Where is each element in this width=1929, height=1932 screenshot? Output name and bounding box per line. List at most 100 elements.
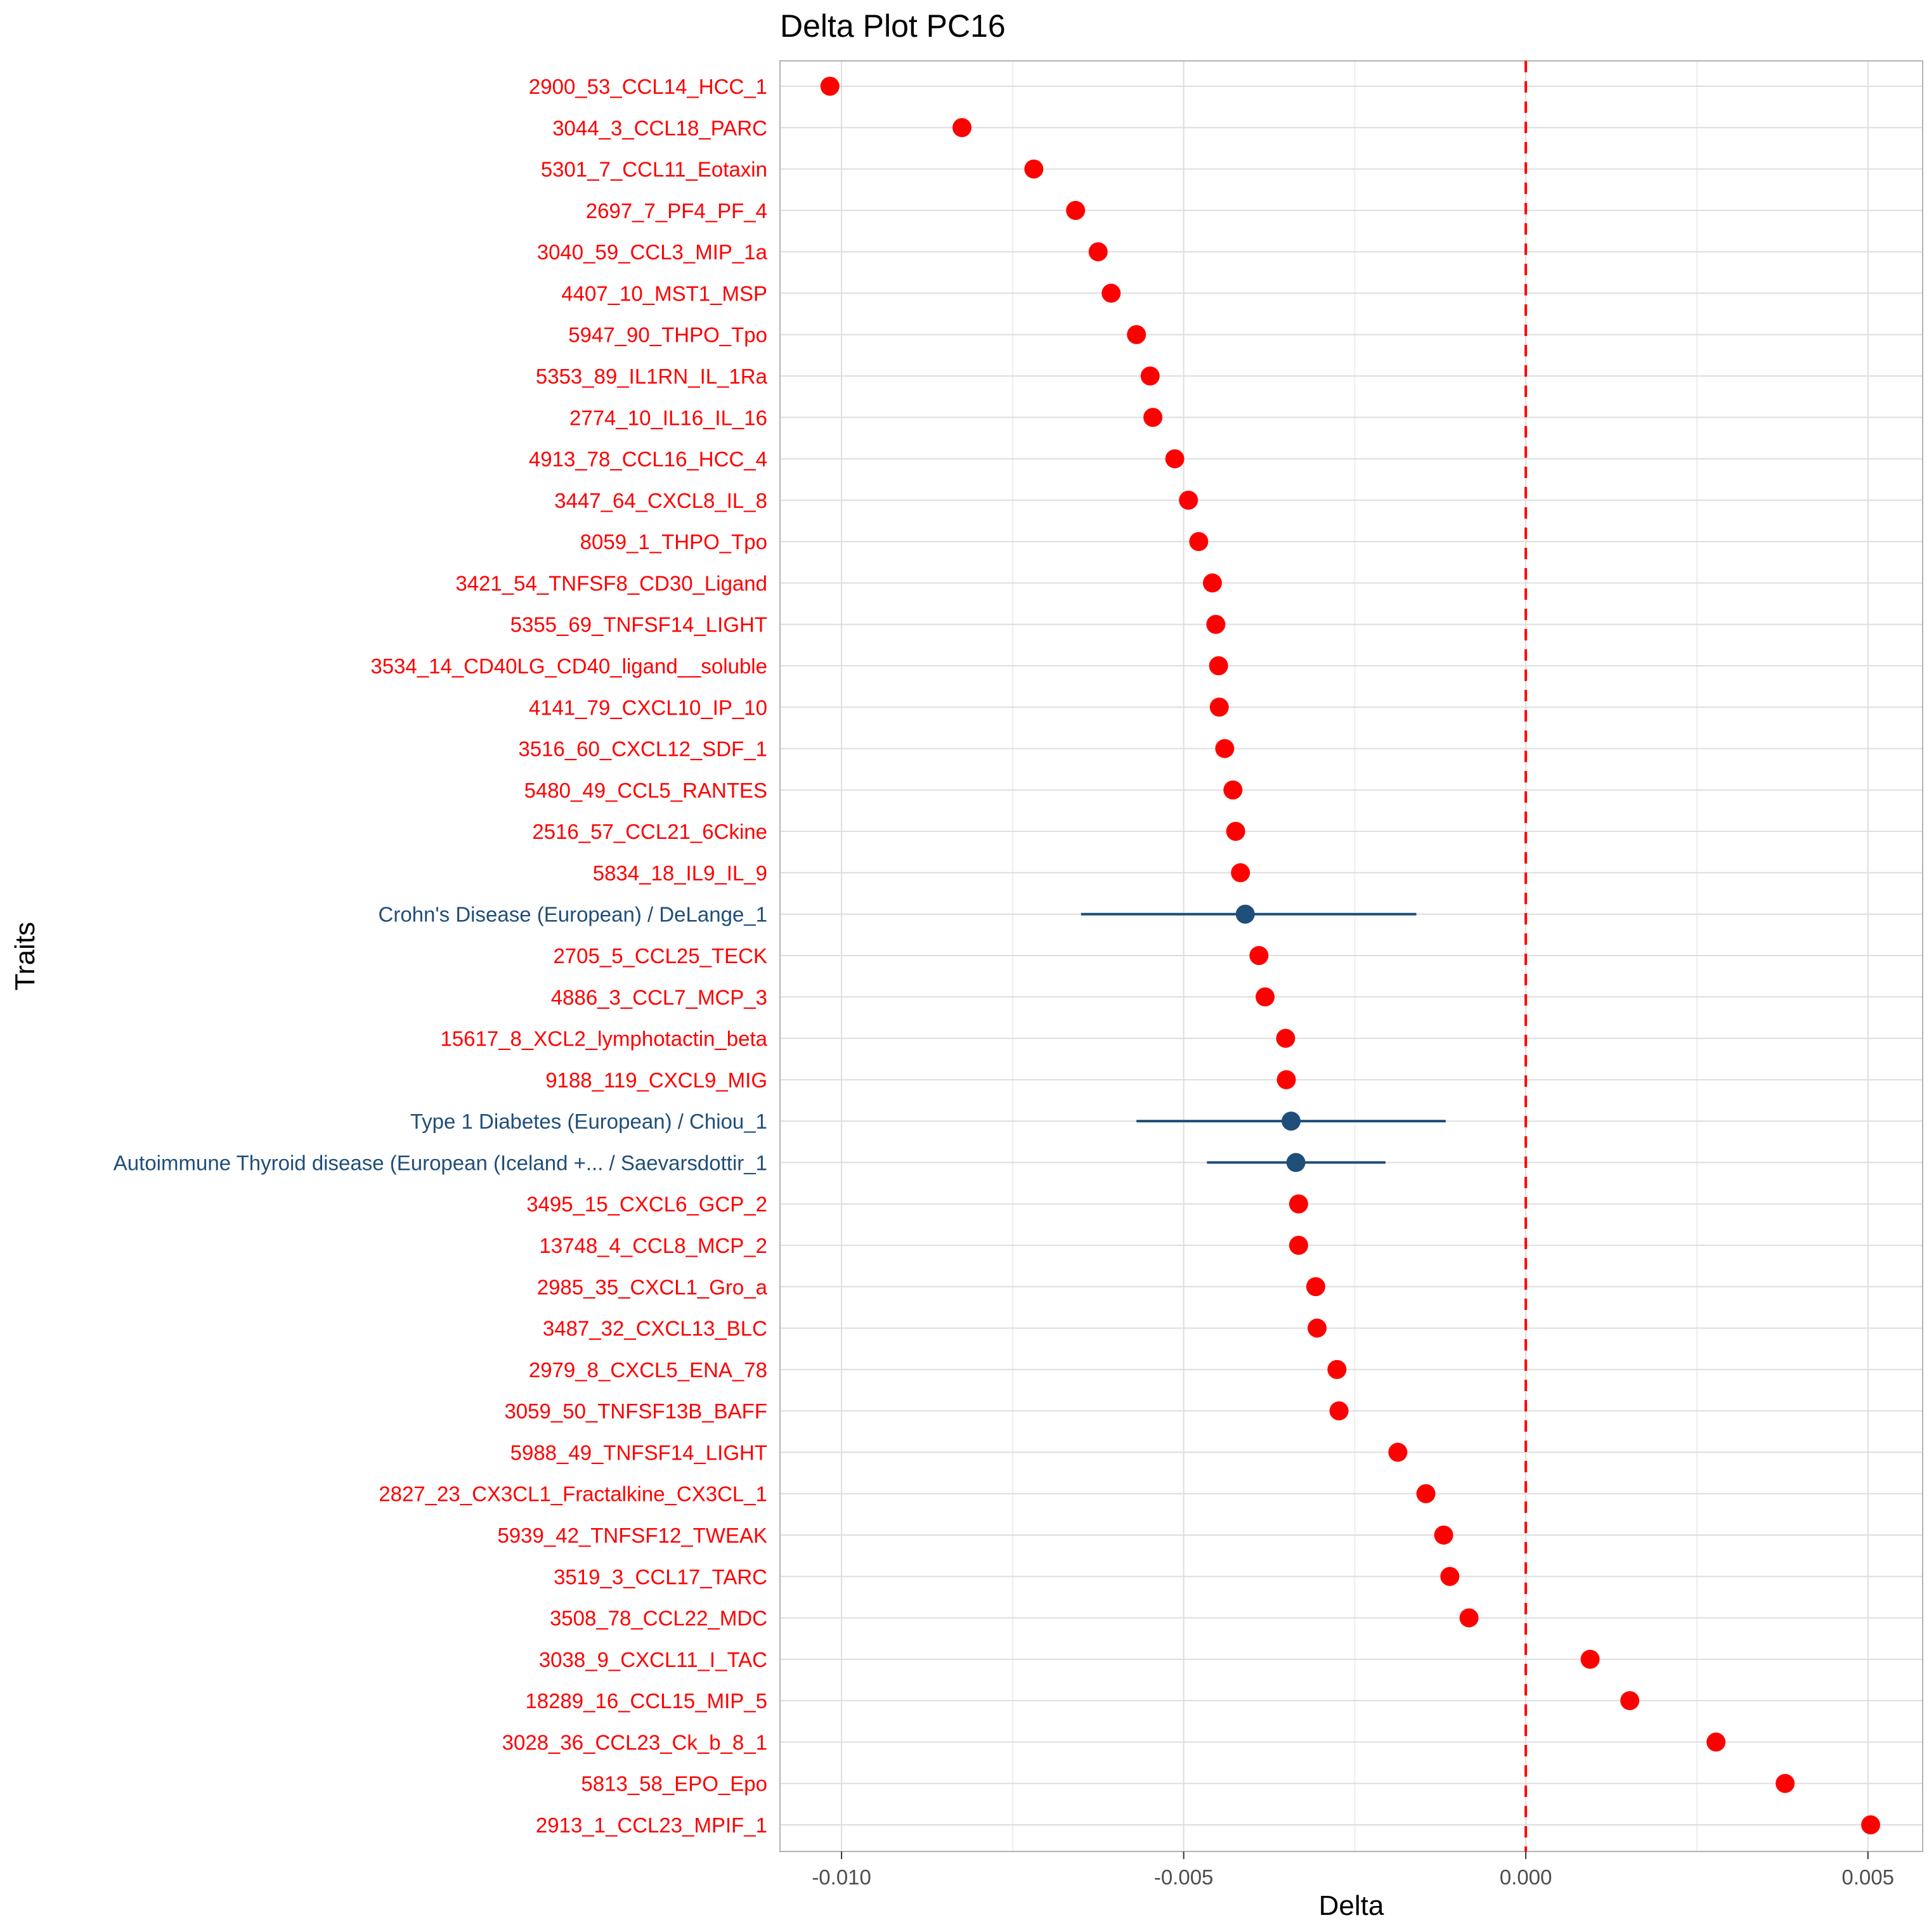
y-tick-label: 3044_3_CCL18_PARC [552,116,767,139]
y-tick-label: 5834_18_IL9_IL_9 [593,861,767,885]
data-point [1327,1359,1347,1379]
data-point [1215,739,1235,758]
data-point [1434,1526,1453,1545]
y-tick-label: 5301_7_CCL11_Eotaxin [541,158,767,181]
y-tick-label: 3508_78_CCL22_MDC [550,1607,767,1630]
y-tick-label: 2516_57_CCL21_6Ckine [532,820,767,843]
y-tick-label: Type 1 Diabetes (European) / Chiou_1 [410,1110,767,1133]
data-point [1140,366,1160,386]
y-tick-label: 5353_89_IL1RN_IL_1Ra [536,365,768,388]
y-tick-label: 8059_1_THPO_Tpo [580,530,767,554]
data-point [1235,904,1255,924]
y-tick-label: 3516_60_CXCL12_SDF_1 [518,737,767,761]
data-point [1282,1112,1301,1131]
y-tick-label: 3059_50_TNFSF13B_BAFF [504,1399,767,1423]
data-point [1226,822,1245,841]
chart-title: Delta Plot PC16 [780,8,1006,44]
data-point [1308,1318,1327,1338]
y-tick-label: 2774_10_IL16_IL_16 [569,406,767,429]
x-tick-label: 0.000 [1500,1865,1552,1889]
data-point [1231,863,1250,883]
y-tick-label: 3519_3_CCL17_TARC [554,1565,767,1588]
y-tick-label: 3447_64_CXCL8_IL_8 [554,489,767,512]
data-point [1209,697,1229,717]
y-tick-label: 4141_79_CXCL10_IP_10 [529,696,767,719]
data-point [1024,159,1044,179]
data-point [1127,325,1146,344]
y-tick-label: 5988_49_TNFSF14_LIGHT [510,1441,767,1464]
y-tick-label: 13748_4_CCL8_MCP_2 [539,1234,767,1257]
data-point [1276,1070,1296,1089]
y-tick-label: 3495_15_CXCL6_GCP_2 [526,1193,767,1216]
y-tick-label: 3487_32_CXCL13_BLC [543,1317,767,1340]
data-point [1580,1649,1600,1669]
y-tick-label: 3038_9_CXCL11_I_TAC [539,1648,767,1671]
y-tick-label: 9188_119_CXCL9_MIG [545,1068,767,1092]
data-point [1620,1691,1640,1711]
data-point [1256,987,1275,1007]
y-tick-label: 4913_78_CCL16_HCC_4 [529,448,767,471]
data-point [1165,449,1185,469]
point-layer [820,77,1880,1834]
y-tick-label: 3040_59_CCL3_MIP_1a [537,240,768,264]
data-point [1249,946,1269,965]
y-tick-label: 5939_42_TNFSF12_TWEAK [497,1524,767,1547]
y-tick-label: 5480_49_CCL5_RANTES [524,779,767,802]
y-tick-label: 2979_8_CXCL5_ENA_78 [529,1358,767,1382]
data-point [1440,1567,1460,1586]
y-tick-label: 3028_36_CCL23_Ck_b_8_1 [502,1730,767,1754]
y-tick-label: 2900_53_CCL14_HCC_1 [529,75,767,98]
data-point [1206,614,1226,634]
data-point [1306,1277,1325,1297]
data-point [1189,532,1209,552]
y-tick-label: 2705_5_CCL25_TECK [553,944,767,968]
data-point [1209,656,1228,675]
y-tick-label: 15617_8_XCL2_lymphotactin_beta [440,1027,767,1051]
data-point [1289,1236,1308,1255]
y-tick-label: 2827_23_CX3CL1_Fractalkine_CX3CL_1 [379,1482,767,1506]
x-tick-label: 0.005 [1841,1865,1894,1889]
data-point [952,118,972,138]
data-point [1143,408,1163,427]
y-tick-label: Autoimmune Thyroid disease (European (Ic… [114,1151,767,1174]
data-point [1289,1194,1308,1214]
data-point [1416,1484,1436,1503]
y-axis-title: Traits [10,922,41,990]
y-tick-label: 2985_35_CXCL1_Gro_a [537,1275,768,1299]
data-point [1706,1732,1726,1752]
y-tick-label: 4886_3_CCL7_MCP_3 [551,985,767,1009]
data-point [1101,283,1121,303]
y-tick-label: 3421_54_TNFSF8_CD30_Ligand [455,571,767,595]
data-point [1861,1815,1880,1834]
x-tick-label: -0.005 [1154,1865,1214,1889]
y-tick-label: 3534_14_CD40LG_CD40_ligand__soluble [370,654,767,678]
data-point [1202,573,1222,593]
data-point [1329,1401,1349,1421]
grid-layer [780,61,1923,1851]
x-tick-layer: -0.010 -0.005 0.000 0.005 [812,1851,1894,1889]
data-point [1459,1608,1479,1628]
y-tick-label: 2697_7_PF4_PF_4 [586,199,767,223]
data-point [1179,490,1198,510]
y-tick-label: 5355_69_TNFSF14_LIGHT [510,613,767,637]
x-axis-title: Delta [1319,1890,1384,1921]
plot-panel-border [779,60,1923,1852]
y-tick-label: Crohn's Disease (European) / DeLange_1 [379,903,768,926]
data-point [1276,1028,1296,1048]
y-tick-label: 5813_58_EPO_Epo [581,1772,767,1796]
y-tick-label: 18289_16_CCL15_MIP_5 [525,1689,767,1713]
x-tick-label: -0.010 [812,1865,871,1889]
y-tick-label: 5947_90_THPO_Tpo [568,323,767,347]
data-point [1388,1443,1408,1462]
data-point [1223,780,1243,800]
data-point [1088,242,1108,262]
y-tick-label: 2913_1_CCL23_MPIF_1 [536,1813,767,1837]
data-point [1776,1773,1795,1793]
data-point [1066,200,1086,220]
y-tick-label: 4407_10_MST1_MSP [561,282,767,305]
y-tick-label-layer: 2900_53_CCL14_HCC_1 3044_3_CCL18_PARC 5301… [114,75,768,1837]
data-point [1286,1153,1306,1172]
